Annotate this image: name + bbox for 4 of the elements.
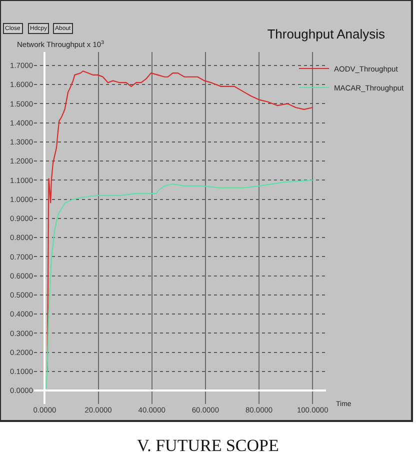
- line-series: [46, 180, 314, 390]
- chart-title: Throughput Analysis: [267, 26, 386, 42]
- text: V. FUTURE SCOPE: [137, 436, 279, 455]
- line-series: [46, 70, 314, 372]
